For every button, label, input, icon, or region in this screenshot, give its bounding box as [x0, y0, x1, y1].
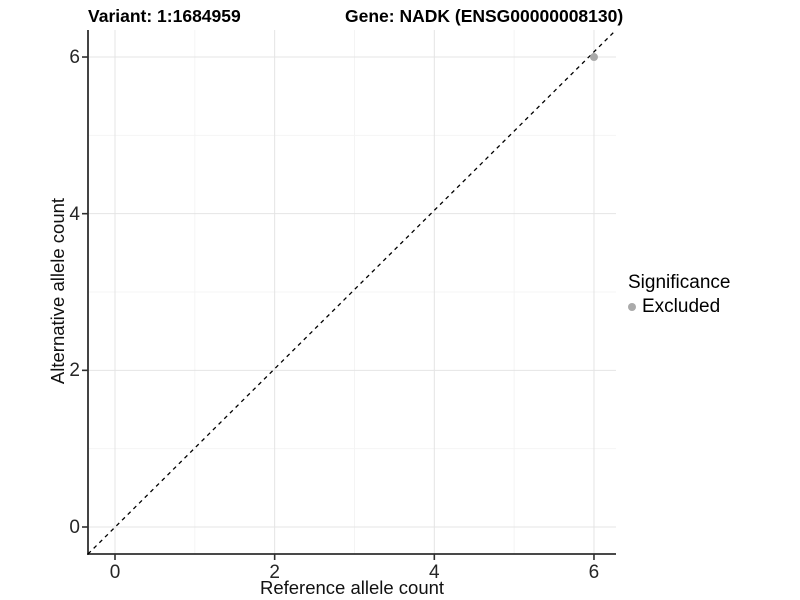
x-axis-title: Reference allele count — [259, 577, 445, 598]
x-tick-label: 6 — [588, 562, 600, 583]
x-tick-label: 4 — [429, 562, 440, 583]
legend-key-dot-icon — [628, 303, 636, 311]
identity-reference-line — [87, 29, 617, 555]
legend-title: Significance — [628, 272, 731, 293]
y-tick-label: 6 — [69, 47, 80, 69]
data-point-excluded — [589, 53, 598, 62]
plot-title-variant: Variant: 1:1684959 — [88, 6, 241, 26]
legend: Significance Excluded — [628, 272, 730, 318]
legend-item-excluded: Excluded — [628, 296, 730, 318]
y-tick-label: 0 — [69, 517, 80, 538]
y-tick-label: 4 — [69, 203, 80, 225]
y-tick-label: 2 — [69, 360, 80, 382]
x-tick-label: 0 — [109, 562, 121, 583]
plot-title-gene: Gene: NADK (ENSG00000008130) — [345, 6, 624, 26]
legend-item-label: Excluded — [642, 296, 721, 317]
y-axis-title: Alternative allele count — [47, 197, 68, 385]
x-tick-label: 2 — [269, 562, 280, 583]
